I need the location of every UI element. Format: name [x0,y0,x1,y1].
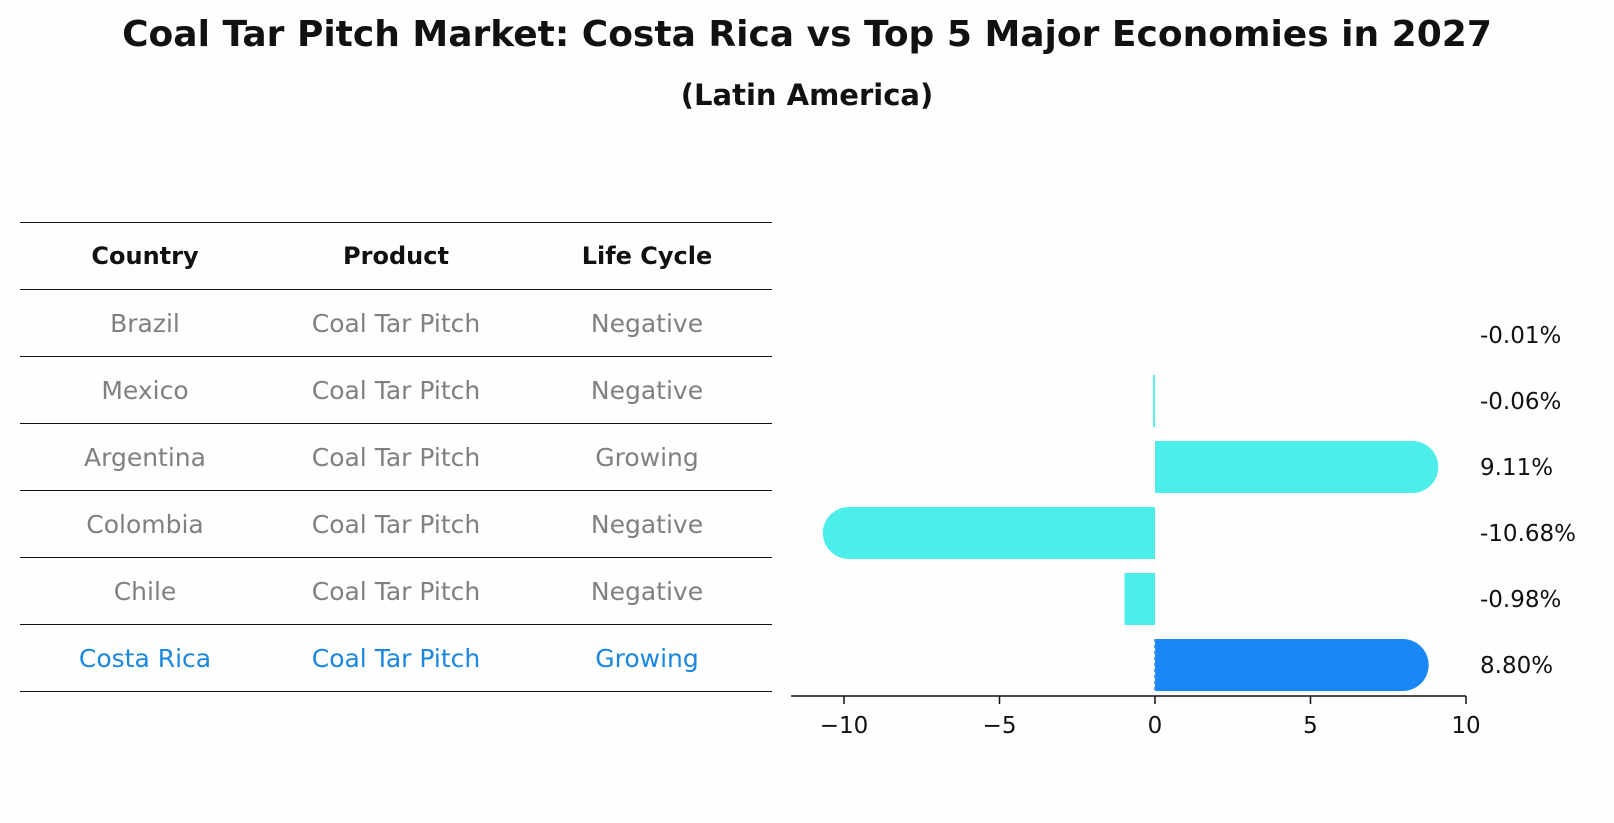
country-cell: Argentina [84,442,206,472]
chart-title: Coal Tar Pitch Market: Costa Rica vs Top… [122,14,1492,55]
product-cell: Coal Tar Pitch [311,576,481,606]
bar-costa-rica [1155,639,1429,691]
x-tick-label: 10 [1451,713,1480,739]
life-cycle-cell: Negative [590,308,704,338]
value-label: -0.01% [1480,323,1561,349]
bar-argentina [1155,441,1439,493]
value-label: -0.98% [1480,587,1561,613]
bar-mexico [1153,375,1155,427]
x-axis: −10 −5 0 5 10 [791,695,1481,739]
product-cell: Coal Tar Pitch [311,643,481,673]
product-cell: Coal Tar Pitch [311,375,481,405]
bars-group [822,375,1439,691]
x-tick-label: −5 [983,713,1017,739]
header-life-cycle: Life Cycle [581,242,713,270]
table-row: Argentina Coal Tar Pitch Growing [20,424,772,491]
data-table: Country Product Life Cycle Brazil Coal T… [20,222,772,692]
value-label: -0.06% [1480,389,1561,415]
table-header-row: Country Product Life Cycle [20,223,772,290]
life-cycle-cell: Growing [595,643,699,673]
table-row: Mexico Coal Tar Pitch Negative [20,357,772,424]
product-cell: Coal Tar Pitch [311,509,481,539]
life-cycle-cell: Negative [590,576,704,606]
value-labels-group: -0.01% -0.06% 9.11% -10.68% -0.98% 8.80% [1480,323,1576,679]
chart-subtitle: (Latin America) [680,78,934,112]
country-cell: Costa Rica [78,643,212,673]
table-row-highlighted: Costa Rica Coal Tar Pitch Growing [20,625,772,692]
life-cycle-cell: Negative [590,509,704,539]
table-row: Colombia Coal Tar Pitch Negative [20,491,772,558]
x-tick-label: 0 [1148,713,1163,739]
header-product: Product [343,242,449,270]
table-row: Brazil Coal Tar Pitch Negative [20,290,772,357]
header-country: Country [91,242,199,270]
country-cell: Brazil [110,308,180,338]
country-cell: Mexico [101,375,189,405]
life-cycle-cell: Growing [595,442,699,472]
product-cell: Coal Tar Pitch [311,308,481,338]
value-label: 8.80% [1480,653,1553,679]
value-label: -10.68% [1480,521,1576,547]
value-label: 9.11% [1480,455,1553,481]
country-cell: Chile [113,576,177,606]
product-cell: Coal Tar Pitch [311,442,481,472]
bar-chile [1124,573,1155,625]
bar-colombia [822,507,1155,559]
table-row: Chile Coal Tar Pitch Negative [20,558,772,625]
x-tick-label: −10 [820,713,869,739]
x-tick-label: 5 [1303,713,1318,739]
country-cell: Colombia [86,509,204,539]
life-cycle-cell: Negative [590,375,704,405]
